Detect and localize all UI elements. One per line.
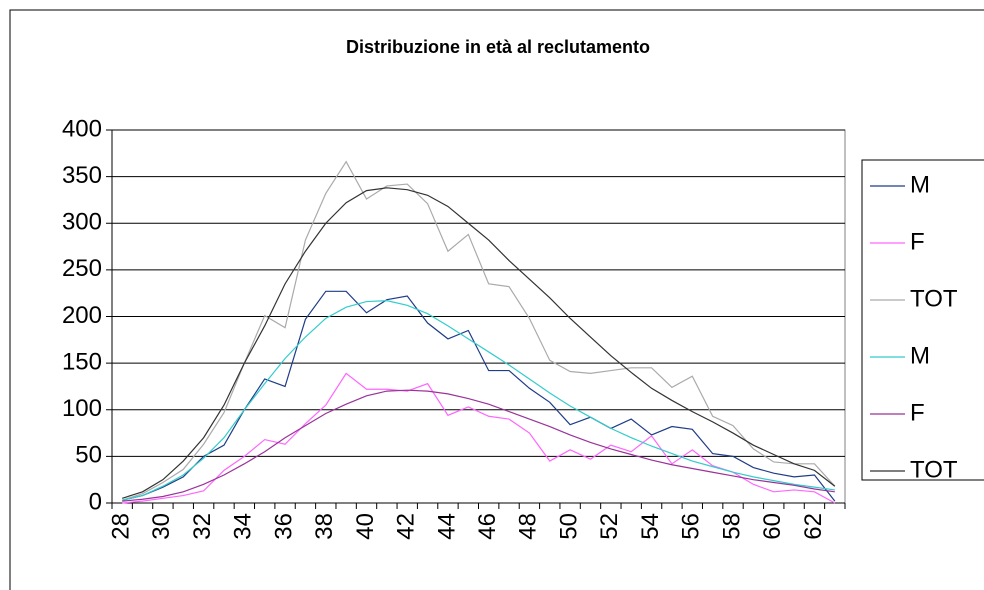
x-tick-label: 32	[189, 513, 216, 540]
x-tick-label: 42	[393, 513, 420, 540]
series-line	[122, 300, 835, 501]
x-tick-label: 44	[433, 513, 460, 540]
y-tick-label: 350	[62, 162, 102, 189]
y-tick-label: 100	[62, 395, 102, 422]
y-tick-label: 250	[62, 255, 102, 282]
legend-label: M	[910, 171, 930, 198]
y-tick-label: 150	[62, 348, 102, 375]
x-tick-label: 56	[678, 513, 705, 540]
legend-label: TOT	[910, 456, 958, 483]
y-tick-label: 0	[89, 488, 102, 515]
x-tick-label: 48	[515, 513, 542, 540]
y-tick-label: 50	[75, 442, 102, 469]
legend-label: M	[910, 342, 930, 369]
legend-label: F	[910, 228, 925, 255]
x-tick-label: 50	[555, 513, 582, 540]
x-tick-label: 58	[718, 513, 745, 540]
x-tick-label: 28	[108, 513, 135, 540]
x-tick-label: 30	[148, 513, 175, 540]
y-tick-label: 200	[62, 302, 102, 329]
y-tick-label: 400	[62, 115, 102, 142]
x-tick-label: 34	[230, 513, 257, 540]
y-tick-label: 300	[62, 209, 102, 236]
legend-label: F	[910, 399, 925, 426]
x-tick-label: 46	[474, 513, 501, 540]
x-tick-label: 62	[800, 513, 827, 540]
legend	[861, 159, 984, 481]
series-line	[122, 372, 836, 504]
chart-title: Distribuzione in età al reclutamento	[346, 37, 650, 57]
x-tick-label: 60	[759, 513, 786, 540]
series-line	[122, 389, 835, 502]
legend-label: TOT	[910, 285, 958, 312]
x-tick-label: 54	[637, 513, 664, 540]
x-tick-label: 38	[311, 513, 338, 540]
series-line	[121, 187, 836, 499]
x-tick-label: 52	[596, 513, 623, 540]
series-line	[122, 290, 836, 502]
x-tick-label: 40	[352, 513, 379, 540]
x-tick-label: 36	[270, 513, 297, 540]
